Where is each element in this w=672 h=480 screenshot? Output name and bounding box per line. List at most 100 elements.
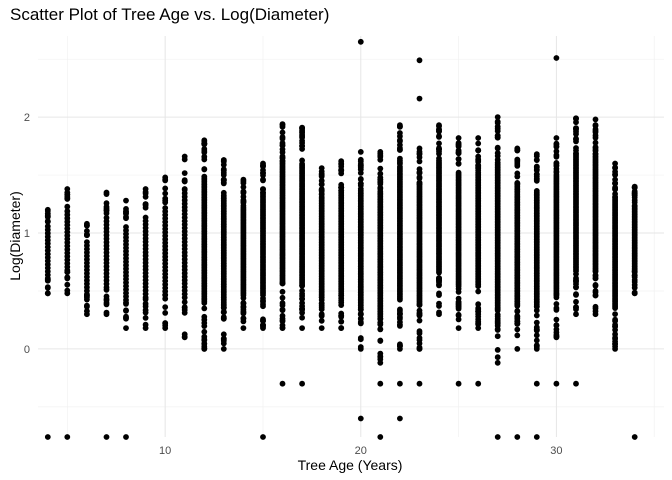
data-point xyxy=(279,294,286,301)
data-point xyxy=(162,295,169,302)
data-point xyxy=(416,380,423,387)
data-point xyxy=(338,158,345,165)
data-point xyxy=(44,212,51,219)
data-point xyxy=(573,125,579,131)
data-point xyxy=(84,292,90,299)
data-point xyxy=(631,434,638,440)
data-point xyxy=(455,311,462,318)
data-point xyxy=(377,326,384,333)
data-point xyxy=(573,304,579,311)
data-point xyxy=(240,176,247,183)
data-point xyxy=(592,122,599,128)
data-point xyxy=(103,286,110,293)
data-point xyxy=(573,298,579,305)
data-point xyxy=(220,346,227,352)
data-point xyxy=(162,197,169,204)
data-point xyxy=(357,180,364,187)
data-point xyxy=(220,309,227,315)
data-point xyxy=(436,148,442,155)
data-point xyxy=(240,202,247,209)
data-point xyxy=(494,333,501,340)
data-point xyxy=(553,152,560,159)
data-point xyxy=(64,434,71,440)
data-point xyxy=(142,201,149,208)
data-point xyxy=(553,55,560,61)
data-point xyxy=(279,129,286,136)
data-point xyxy=(181,153,188,160)
data-point xyxy=(357,149,364,155)
data-point xyxy=(553,322,560,329)
data-point xyxy=(416,340,423,347)
data-point xyxy=(416,57,423,64)
data-points xyxy=(44,38,638,440)
data-point xyxy=(338,302,345,308)
data-point xyxy=(123,315,129,322)
data-point xyxy=(592,134,599,141)
data-point xyxy=(436,140,442,147)
data-point xyxy=(260,186,266,193)
data-point xyxy=(44,275,51,282)
data-point xyxy=(142,315,149,321)
data-point xyxy=(533,151,540,158)
data-point xyxy=(279,325,286,331)
data-point xyxy=(533,332,540,339)
data-point xyxy=(494,316,501,322)
y-tick-label: 0 xyxy=(24,344,30,356)
data-point xyxy=(240,189,247,195)
data-point xyxy=(631,284,638,291)
data-point xyxy=(201,137,208,144)
data-point xyxy=(455,325,462,331)
data-point xyxy=(416,170,423,176)
data-point xyxy=(631,190,638,197)
data-point xyxy=(181,178,188,185)
data-point xyxy=(64,194,71,200)
data-point xyxy=(475,301,482,308)
data-point xyxy=(64,203,71,210)
data-point xyxy=(377,149,384,155)
data-point xyxy=(514,346,521,352)
data-point xyxy=(279,288,286,295)
data-point xyxy=(612,164,618,171)
data-point xyxy=(240,315,247,322)
data-point xyxy=(455,135,462,141)
data-point xyxy=(260,325,266,331)
data-point xyxy=(338,297,345,304)
data-point xyxy=(377,185,384,192)
data-point xyxy=(416,346,423,352)
data-point xyxy=(475,135,482,141)
data-point xyxy=(64,208,71,215)
data-point xyxy=(573,271,579,277)
data-point xyxy=(553,326,560,333)
data-point xyxy=(201,323,208,329)
data-point xyxy=(318,173,325,180)
data-point xyxy=(338,313,345,319)
data-point xyxy=(220,180,227,187)
data-point xyxy=(416,158,423,165)
data-point xyxy=(553,307,560,313)
data-point xyxy=(612,323,618,330)
data-point xyxy=(162,310,169,316)
data-point xyxy=(357,306,364,312)
data-point xyxy=(592,128,599,134)
data-point xyxy=(181,307,188,313)
data-point xyxy=(475,306,482,313)
data-point xyxy=(631,290,638,297)
data-point xyxy=(436,128,442,135)
data-point xyxy=(455,160,462,167)
data-point xyxy=(318,187,325,194)
data-point xyxy=(357,38,364,45)
data-point xyxy=(533,312,540,319)
data-point xyxy=(162,174,169,181)
data-point xyxy=(416,310,423,316)
data-point xyxy=(455,156,462,163)
data-point xyxy=(397,159,403,166)
data-point xyxy=(84,296,90,303)
data-point xyxy=(533,326,540,332)
data-point xyxy=(357,335,364,341)
data-point xyxy=(494,354,501,361)
y-tick-label: 2 xyxy=(24,112,30,124)
data-point xyxy=(514,313,521,319)
data-point xyxy=(494,118,501,125)
data-point xyxy=(475,153,482,160)
